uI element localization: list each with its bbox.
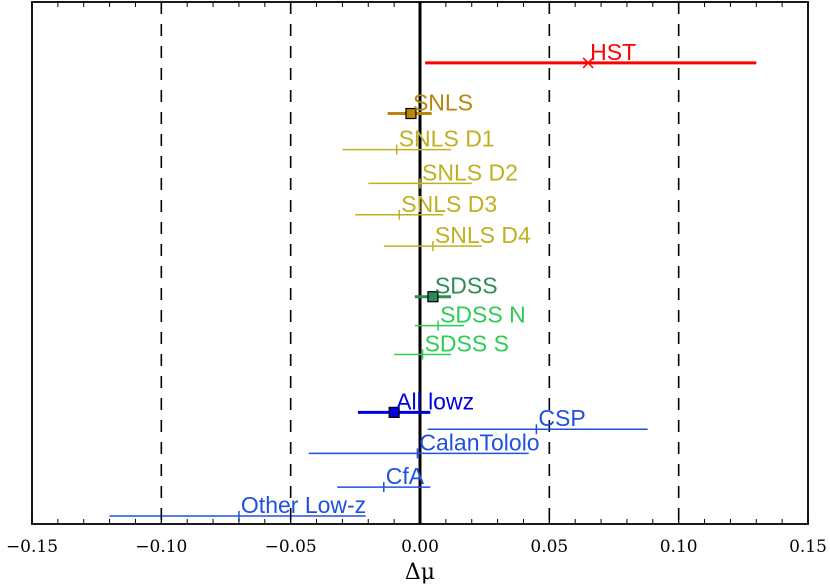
point-label: SNLS D2 xyxy=(422,159,518,185)
square-marker xyxy=(427,291,439,303)
x-marker xyxy=(582,57,594,69)
data-point-group: SNLS xyxy=(387,90,473,120)
point-label: SNLS xyxy=(413,90,473,116)
reference-lines xyxy=(160,2,680,524)
point-label: HST xyxy=(590,39,636,65)
point-label: CalanTololo xyxy=(419,429,539,455)
data-point-group: SNLS D2 xyxy=(368,159,518,189)
x-tick-label: 0.10 xyxy=(660,537,698,557)
x-tick-label: 0.15 xyxy=(789,537,827,557)
data-series: HST SNLS SNLS D1 SNLS D2 SNLS D3 SNLS D4 SDSS S… xyxy=(109,39,757,521)
point-label: SNLS D1 xyxy=(399,126,495,152)
data-point-group: SNLS D4 xyxy=(383,222,531,252)
data-point-group: SNLS D3 xyxy=(355,191,497,220)
point-label: All lowz xyxy=(396,388,474,414)
x-axis-ticks: −0.15 −0.10 −0.05 0.00 0.05 0.10 0.15 xyxy=(6,2,827,557)
point-label: SDSS S xyxy=(425,331,509,357)
data-point-group: Other Low-z xyxy=(109,492,366,521)
x-axis-label: Δμ xyxy=(405,560,435,585)
x-tick-label: −0.15 xyxy=(6,537,58,557)
x-tick-label: 0.05 xyxy=(530,537,568,557)
data-point-group: CalanTololo xyxy=(308,429,540,459)
data-point-group: All lowz xyxy=(357,388,474,418)
square-marker xyxy=(388,406,400,418)
data-point-group: CSP xyxy=(427,405,648,435)
point-label: SDSS xyxy=(435,273,498,299)
point-label: CfA xyxy=(386,463,425,489)
x-tick-label: −0.10 xyxy=(135,537,187,557)
data-point-group: SDSS S xyxy=(394,331,509,360)
data-point-group: HST xyxy=(425,39,757,69)
x-tick-label: 0.00 xyxy=(401,537,439,557)
point-label: SNLS D4 xyxy=(435,222,531,248)
x-tick-label: −0.05 xyxy=(265,537,317,557)
data-point-group: SDSS N xyxy=(414,302,526,331)
square-marker xyxy=(405,107,417,120)
point-label: Other Low-z xyxy=(241,492,366,518)
point-label: SDSS N xyxy=(440,302,526,328)
point-label: SNLS D3 xyxy=(401,191,497,217)
data-point-group: CfA xyxy=(337,463,431,493)
data-point-group: SDSS xyxy=(414,273,498,303)
data-point-group: SNLS D1 xyxy=(342,126,495,155)
point-label: CSP xyxy=(538,405,585,431)
